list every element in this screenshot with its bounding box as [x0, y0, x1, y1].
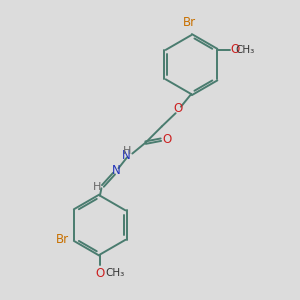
Text: Br: Br: [56, 233, 69, 246]
Text: O: O: [163, 133, 172, 146]
Text: O: O: [95, 267, 105, 280]
Text: O: O: [173, 102, 183, 115]
Text: CH₃: CH₃: [105, 268, 124, 278]
Text: H: H: [93, 182, 101, 192]
Text: N: N: [122, 149, 131, 162]
Text: N: N: [112, 164, 121, 177]
Text: CH₃: CH₃: [236, 45, 255, 55]
Text: Br: Br: [183, 16, 196, 29]
Text: O: O: [230, 44, 239, 56]
Text: H: H: [123, 146, 131, 156]
